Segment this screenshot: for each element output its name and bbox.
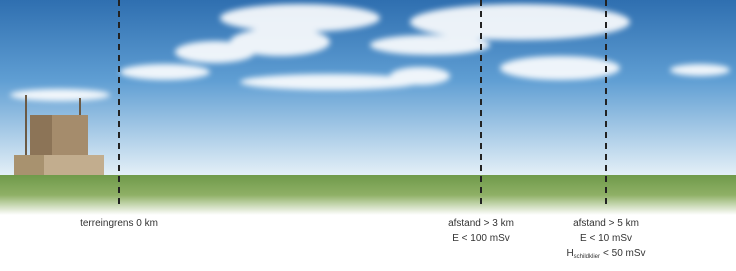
ground — [0, 175, 736, 215]
marker-label: E < 100 mSv — [452, 233, 510, 244]
marker-label: afstand > 5 km — [573, 218, 639, 229]
dose-subscript: schildklier — [574, 254, 600, 260]
illustration: terreingrens 0 km afstand > 3 km E < 100 m… — [0, 0, 736, 271]
dose-label: Hschildklier< 50 mSv — [566, 248, 645, 260]
marker-label: afstand > 3 km — [448, 218, 514, 229]
marker-label: terreingrens 0 km — [80, 218, 158, 229]
dose-limit: < 50 mSv — [603, 248, 646, 259]
dose-symbol: H — [566, 248, 573, 259]
marker-label: E < 10 mSv — [580, 233, 632, 244]
